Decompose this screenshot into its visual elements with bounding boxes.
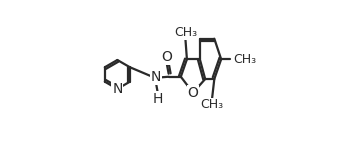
Text: O: O <box>161 50 172 64</box>
Text: O: O <box>187 86 198 100</box>
Text: CH₃: CH₃ <box>233 53 257 66</box>
Text: CH₃: CH₃ <box>174 26 197 39</box>
Text: N: N <box>112 82 122 96</box>
Text: CH₃: CH₃ <box>200 98 224 111</box>
Text: N: N <box>151 71 161 84</box>
Text: H: H <box>153 92 163 106</box>
